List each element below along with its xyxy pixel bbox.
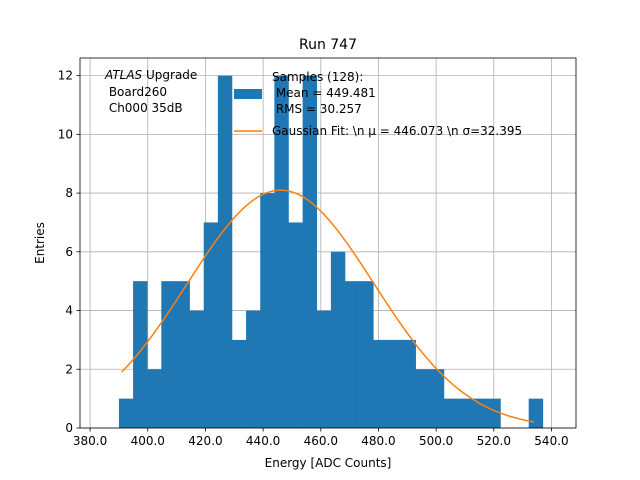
legend-hist-swatch: [234, 89, 262, 99]
x-tick-label: 460.0: [304, 434, 338, 448]
x-tick-label: 380.0: [73, 434, 107, 448]
histogram-bar: [246, 310, 261, 428]
y-tick-label: 0: [65, 421, 73, 435]
y-tick-label: 8: [65, 186, 73, 200]
legend-fit-label: Gaussian Fit: \n μ = 446.073 \n σ=32.395: [272, 124, 522, 138]
y-tick-label: 4: [65, 304, 73, 318]
x-tick-label: 500.0: [419, 434, 453, 448]
histogram-bar: [231, 339, 247, 428]
y-tick-label: 6: [65, 245, 73, 259]
histogram-bar: [118, 398, 134, 428]
histogram-bar: [217, 75, 233, 428]
atlas-annotation: ATLAS Upgrade Board260 Ch000 35dB: [104, 68, 197, 115]
gaussian-fit-line: [121, 189, 535, 423]
y-tick-label: 2: [65, 362, 73, 376]
y-axis-ticks: 0 2 4 6 8 10 12: [58, 69, 80, 435]
histogram-bar: [161, 281, 176, 428]
plot-frame: [79, 57, 577, 429]
x-tick-label: 540.0: [534, 434, 568, 448]
histogram-bar: [274, 75, 289, 428]
histogram-bar: [316, 310, 332, 428]
histogram-bar: [401, 339, 416, 428]
x-tick-label: 400.0: [131, 434, 165, 448]
histogram-bar: [302, 75, 318, 428]
legend-hist-line-1: Samples (128):: [272, 70, 363, 84]
y-axis-label: Entries: [33, 222, 47, 264]
histogram-bar: [133, 281, 148, 428]
histogram-bar: [528, 398, 544, 428]
legend: Samples (128): Mean = 449.481 RMS = 30.2…: [234, 70, 522, 138]
y-tick-label: 12: [58, 69, 73, 83]
annotation-board: Board260: [105, 85, 167, 99]
x-axis-label: Energy [ADC Counts]: [265, 456, 392, 470]
x-tick-label: 420.0: [188, 434, 222, 448]
histogram-bar: [373, 339, 388, 428]
x-tick-label: 440.0: [246, 434, 280, 448]
histogram-bar: [147, 369, 162, 428]
histogram-bar: [359, 281, 374, 428]
legend-hist-line-2: Mean = 449.481: [272, 86, 376, 100]
histogram-bar: [203, 222, 219, 428]
histogram-bar: [443, 398, 459, 428]
histogram-bar: [288, 222, 303, 428]
histogram-bar: [415, 369, 431, 428]
histogram-bar: [429, 369, 445, 428]
histogram-bar: [175, 281, 190, 428]
histogram-bar: [189, 310, 205, 428]
histogram-bar: [260, 193, 275, 428]
histogram-bar: [486, 398, 501, 428]
annotation-atlas: ATLAS: [104, 68, 143, 82]
legend-hist-line-3: RMS = 30.257: [272, 102, 362, 116]
x-tick-label: 520.0: [477, 434, 511, 448]
annotation-channel: Ch000 35dB: [105, 101, 183, 115]
histogram-bar: [387, 339, 402, 428]
annotation-upgrade: Upgrade: [142, 68, 197, 82]
histogram-bar: [330, 251, 346, 428]
y-tick-label: 10: [58, 127, 73, 141]
x-axis-ticks: 380.0 400.0 420.0 440.0 460.0 480.0 500.0 520.0…: [73, 428, 569, 448]
x-tick-label: 480.0: [361, 434, 395, 448]
chart-title: Run 747: [299, 37, 357, 53]
histogram-bar: [458, 398, 473, 428]
svg-text:ATLAS Upgrade: ATLAS Upgrade: [104, 68, 197, 82]
histogram-bar: [345, 281, 360, 428]
